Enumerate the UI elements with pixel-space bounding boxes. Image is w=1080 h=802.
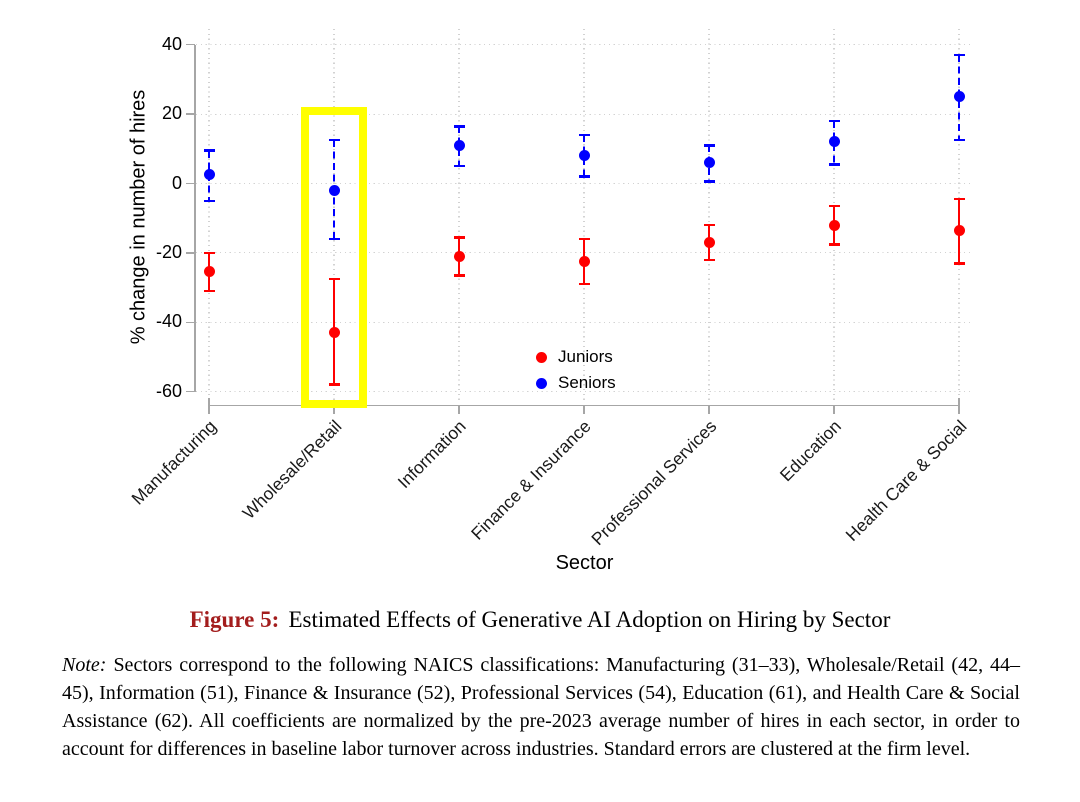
- x-tick-label: Education: [775, 415, 846, 485]
- data-point: [203, 266, 215, 278]
- error-bar-cap-top: [453, 235, 465, 239]
- x-axis-tick: [833, 405, 835, 414]
- error-bar-cap-top: [203, 251, 215, 255]
- y-tick-label: 0: [171, 172, 182, 193]
- error-bar-cap-top: [453, 124, 465, 128]
- error-bar-cap-bottom: [328, 237, 340, 241]
- data-point: [453, 250, 465, 262]
- y-axis-tick: [186, 321, 195, 324]
- figure-note: Note: Sectors correspond to the following…: [62, 651, 1020, 763]
- legend-item-juniors: Juniors: [536, 344, 616, 370]
- data-point: [953, 91, 965, 103]
- error-bar-cap-bottom: [453, 164, 465, 168]
- x-axis-tick: [208, 405, 210, 414]
- v-gridline: [708, 29, 710, 400]
- x-tick-label: Professional Services: [587, 415, 721, 549]
- y-tick-label: 20: [161, 103, 182, 124]
- error-bar-cap-top: [703, 144, 715, 147]
- chart-legend: Juniors Seniors: [536, 344, 616, 396]
- x-axis-tick: [708, 405, 710, 414]
- y-axis-title: % change in number of hires: [127, 89, 150, 345]
- y-axis-tick: [186, 113, 195, 115]
- error-bar-cap-bottom: [703, 180, 715, 184]
- y-axis-tick: [186, 182, 195, 185]
- data-point: [203, 169, 215, 181]
- error-bar-cap-bottom: [953, 138, 965, 142]
- data-point: [953, 224, 965, 236]
- figure-caption-text: Estimated Effects of Generative AI Adopt…: [288, 607, 891, 632]
- error-bar-cap-top: [953, 53, 965, 57]
- figure-caption: Figure 5: Estimated Effects of Generative…: [0, 607, 1080, 633]
- error-bar-cap-top: [828, 204, 840, 208]
- seniors-marker-icon: [536, 377, 547, 389]
- v-gridline: [458, 29, 460, 400]
- y-axis-line: [194, 44, 196, 392]
- error-bar-cap-top: [953, 197, 965, 201]
- error-bar-cap-top: [578, 133, 590, 137]
- figure-note-text: Sectors correspond to the following NAIC…: [62, 654, 1020, 760]
- x-axis-endcap: [958, 398, 960, 406]
- data-point: [703, 236, 715, 248]
- data-point: [578, 256, 590, 268]
- error-bar-cap-top: [328, 138, 340, 142]
- figure-note-label: Note:: [62, 654, 107, 676]
- error-bar-cap-bottom: [953, 262, 965, 265]
- error-bar-cap-top: [828, 119, 840, 123]
- data-point: [828, 219, 840, 231]
- chart-plot-area: % change in number of hires Sector Junio…: [127, 29, 973, 574]
- x-axis-tick: [458, 405, 460, 414]
- data-point: [828, 136, 840, 148]
- error-bar-cap-bottom: [203, 199, 215, 203]
- x-tick-label: Information: [394, 415, 471, 492]
- legend-item-seniors: Seniors: [536, 370, 616, 396]
- y-tick-label: -60: [155, 380, 182, 401]
- data-point: [578, 150, 590, 162]
- data-point: [328, 327, 340, 339]
- highlight-box: [301, 107, 367, 408]
- y-axis-tick: [186, 43, 195, 46]
- data-point: [328, 184, 340, 196]
- error-bar-cap-bottom: [453, 274, 465, 277]
- error-bar-cap-top: [328, 277, 340, 281]
- y-axis-tick: [186, 390, 195, 393]
- y-tick-label: -20: [155, 241, 182, 262]
- legend-label-seniors: Seniors: [558, 373, 616, 392]
- v-gridline: [583, 29, 585, 400]
- juniors-marker-icon: [536, 351, 547, 363]
- x-axis-tick: [333, 405, 335, 414]
- error-bar-cap-top: [203, 149, 215, 152]
- x-axis-title: Sector: [555, 552, 614, 574]
- error-bar-cap-bottom: [328, 383, 340, 387]
- legend-label-juniors: Juniors: [558, 347, 613, 366]
- error-bar-cap-bottom: [203, 289, 215, 293]
- x-tick-label: Wholesale/Retail: [238, 415, 346, 523]
- figure-caption-label: Figure 5:: [189, 607, 280, 632]
- data-point: [703, 157, 715, 169]
- v-gridline: [208, 29, 210, 400]
- x-tick-label: Health Care & Social: [841, 415, 971, 545]
- y-axis-tick: [186, 252, 195, 254]
- x-tick-label: Manufacturing: [127, 415, 221, 509]
- error-bar-cap-top: [703, 223, 715, 227]
- error-bar-cap-bottom: [578, 282, 590, 286]
- x-tick-label: Finance & Insurance: [467, 415, 596, 544]
- error-bar-cap-bottom: [828, 242, 840, 246]
- error-bar-cap-top: [578, 237, 590, 241]
- y-tick-label: 40: [161, 33, 182, 54]
- x-axis-tick: [583, 405, 585, 414]
- error-bar-cap-bottom: [578, 175, 590, 178]
- error-bar-cap-bottom: [703, 258, 715, 262]
- y-tick-label: -40: [155, 311, 182, 332]
- x-axis-tick: [958, 405, 960, 414]
- data-point: [453, 139, 465, 151]
- x-axis-endcap: [208, 398, 210, 406]
- error-bar-cap-bottom: [828, 163, 840, 166]
